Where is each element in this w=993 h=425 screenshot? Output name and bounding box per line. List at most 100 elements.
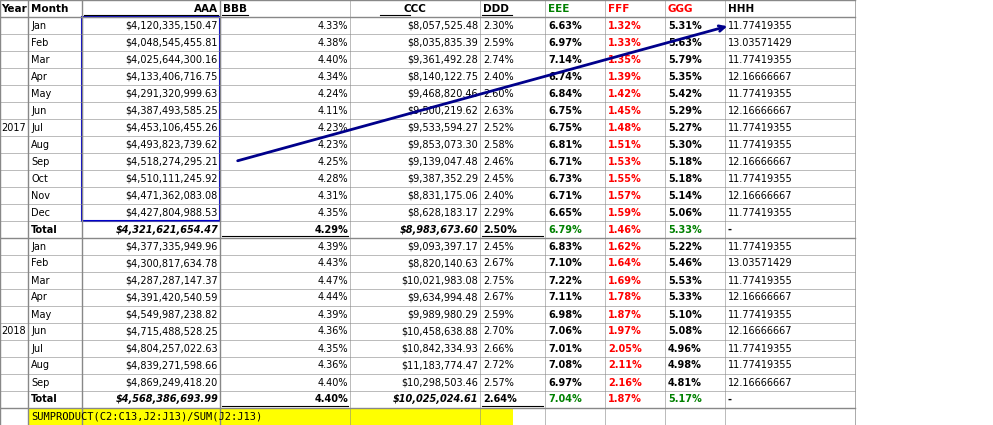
Text: 5.29%: 5.29%	[668, 105, 702, 116]
Text: 2.74%: 2.74%	[483, 54, 513, 65]
Bar	[28, 408, 512, 425]
Text: $4,025,644,300.16: $4,025,644,300.16	[126, 54, 218, 65]
Text: $9,093,397.17: $9,093,397.17	[407, 241, 478, 252]
Text: EEE: EEE	[548, 3, 569, 14]
Text: 4.28%: 4.28%	[318, 173, 348, 184]
Text: 6.73%: 6.73%	[548, 173, 582, 184]
Text: 6.81%: 6.81%	[548, 139, 582, 150]
Text: 5.42%: 5.42%	[668, 88, 702, 99]
Text: $4,427,804,988.53: $4,427,804,988.53	[126, 207, 218, 218]
Text: $4,287,287,147.37: $4,287,287,147.37	[125, 275, 218, 286]
Text: 4.44%: 4.44%	[318, 292, 348, 303]
Text: 2.29%: 2.29%	[483, 207, 513, 218]
Text: 2.75%: 2.75%	[483, 275, 513, 286]
Text: 1.64%: 1.64%	[608, 258, 641, 269]
Text: $8,140,122.75: $8,140,122.75	[407, 71, 478, 82]
Text: 5.18%: 5.18%	[668, 156, 702, 167]
Text: 6.74%: 6.74%	[548, 71, 582, 82]
Text: $4,387,493,585.25: $4,387,493,585.25	[125, 105, 218, 116]
Text: $9,634,994.48: $9,634,994.48	[407, 292, 478, 303]
Text: 7.14%: 7.14%	[548, 54, 582, 65]
Text: 1.35%: 1.35%	[608, 54, 641, 65]
Text: 5.33%: 5.33%	[668, 224, 702, 235]
Text: 12.16666667: 12.16666667	[728, 292, 792, 303]
Text: 6.75%: 6.75%	[548, 122, 582, 133]
Text: 6.84%: 6.84%	[548, 88, 582, 99]
Text: Mar: Mar	[31, 54, 50, 65]
Text: $10,025,024.61: $10,025,024.61	[392, 394, 478, 405]
Text: 6.83%: 6.83%	[548, 241, 582, 252]
Text: 11.77419355: 11.77419355	[728, 275, 792, 286]
Text: 4.47%: 4.47%	[318, 275, 348, 286]
Text: Jun: Jun	[31, 105, 47, 116]
Text: Nov: Nov	[31, 190, 50, 201]
Text: 1.39%: 1.39%	[608, 71, 641, 82]
Text: 1.33%: 1.33%	[608, 37, 641, 48]
Text: $4,291,320,999.63: $4,291,320,999.63	[126, 88, 218, 99]
Text: 12.16666667: 12.16666667	[728, 105, 792, 116]
Text: 5.33%: 5.33%	[668, 292, 702, 303]
Text: $4,869,249,418.20: $4,869,249,418.20	[126, 377, 218, 388]
Text: 1.78%: 1.78%	[608, 292, 641, 303]
Text: 4.11%: 4.11%	[318, 105, 348, 116]
Text: 2.40%: 2.40%	[483, 71, 513, 82]
Text: $4,568,386,693.99: $4,568,386,693.99	[115, 394, 218, 405]
Text: Oct: Oct	[31, 173, 48, 184]
Text: 5.79%: 5.79%	[668, 54, 702, 65]
Text: 2.63%: 2.63%	[483, 105, 513, 116]
Text: 4.36%: 4.36%	[318, 360, 348, 371]
Text: Jul: Jul	[31, 122, 43, 133]
Text: $9,139,047.48: $9,139,047.48	[407, 156, 478, 167]
Text: $11,183,774.47: $11,183,774.47	[401, 360, 478, 371]
Text: $4,715,488,528.25: $4,715,488,528.25	[125, 326, 218, 337]
Text: SUMPRODUCT(C2:C13,J2:J13)/SUM(J2:J13): SUMPRODUCT(C2:C13,J2:J13)/SUM(J2:J13)	[31, 411, 262, 422]
Text: 1.46%: 1.46%	[608, 224, 641, 235]
Text: May: May	[31, 88, 52, 99]
Text: $9,533,594.27: $9,533,594.27	[407, 122, 478, 133]
Text: 4.40%: 4.40%	[318, 54, 348, 65]
Text: 6.79%: 6.79%	[548, 224, 582, 235]
Text: FFF: FFF	[608, 3, 630, 14]
Text: Aug: Aug	[31, 360, 50, 371]
Text: 2.50%: 2.50%	[483, 224, 516, 235]
Text: 1.57%: 1.57%	[608, 190, 641, 201]
Text: 4.40%: 4.40%	[318, 377, 348, 388]
Text: $10,458,638.88: $10,458,638.88	[401, 326, 478, 337]
Text: 4.39%: 4.39%	[318, 309, 348, 320]
Text: $8,035,835.39: $8,035,835.39	[407, 37, 478, 48]
Text: 4.40%: 4.40%	[314, 394, 348, 405]
Text: 4.35%: 4.35%	[318, 207, 348, 218]
Text: 7.06%: 7.06%	[548, 326, 582, 337]
Text: 12.16666667: 12.16666667	[728, 326, 792, 337]
Text: $8,831,175.06: $8,831,175.06	[407, 190, 478, 201]
Text: 4.29%: 4.29%	[314, 224, 348, 235]
Text: 2.64%: 2.64%	[483, 394, 516, 405]
Text: 5.10%: 5.10%	[668, 309, 702, 320]
Text: 1.69%: 1.69%	[608, 275, 641, 286]
Text: 2.58%: 2.58%	[483, 139, 513, 150]
Text: $4,120,335,150.47: $4,120,335,150.47	[125, 20, 218, 31]
Text: $4,133,406,716.75: $4,133,406,716.75	[126, 71, 218, 82]
Text: 1.45%: 1.45%	[608, 105, 641, 116]
Text: 4.98%: 4.98%	[668, 360, 702, 371]
Text: Mar: Mar	[31, 275, 50, 286]
Text: AAA: AAA	[194, 3, 218, 14]
Text: 2.11%: 2.11%	[608, 360, 641, 371]
Text: 5.06%: 5.06%	[668, 207, 702, 218]
Text: $4,549,987,238.82: $4,549,987,238.82	[125, 309, 218, 320]
Text: $9,853,073.30: $9,853,073.30	[407, 139, 478, 150]
Text: 1.32%: 1.32%	[608, 20, 641, 31]
Text: 6.75%: 6.75%	[548, 105, 582, 116]
Text: Feb: Feb	[31, 37, 49, 48]
Text: $8,628,183.17: $8,628,183.17	[407, 207, 478, 218]
Text: 11.77419355: 11.77419355	[728, 122, 792, 133]
Text: 11.77419355: 11.77419355	[728, 173, 792, 184]
Text: 2.67%: 2.67%	[483, 292, 513, 303]
Text: 4.38%: 4.38%	[318, 37, 348, 48]
Text: $10,021,983.08: $10,021,983.08	[401, 275, 478, 286]
Text: 7.22%: 7.22%	[548, 275, 582, 286]
Text: 5.46%: 5.46%	[668, 258, 702, 269]
Text: 11.77419355: 11.77419355	[728, 207, 792, 218]
Text: 2.40%: 2.40%	[483, 190, 513, 201]
Text: 6.97%: 6.97%	[548, 37, 582, 48]
